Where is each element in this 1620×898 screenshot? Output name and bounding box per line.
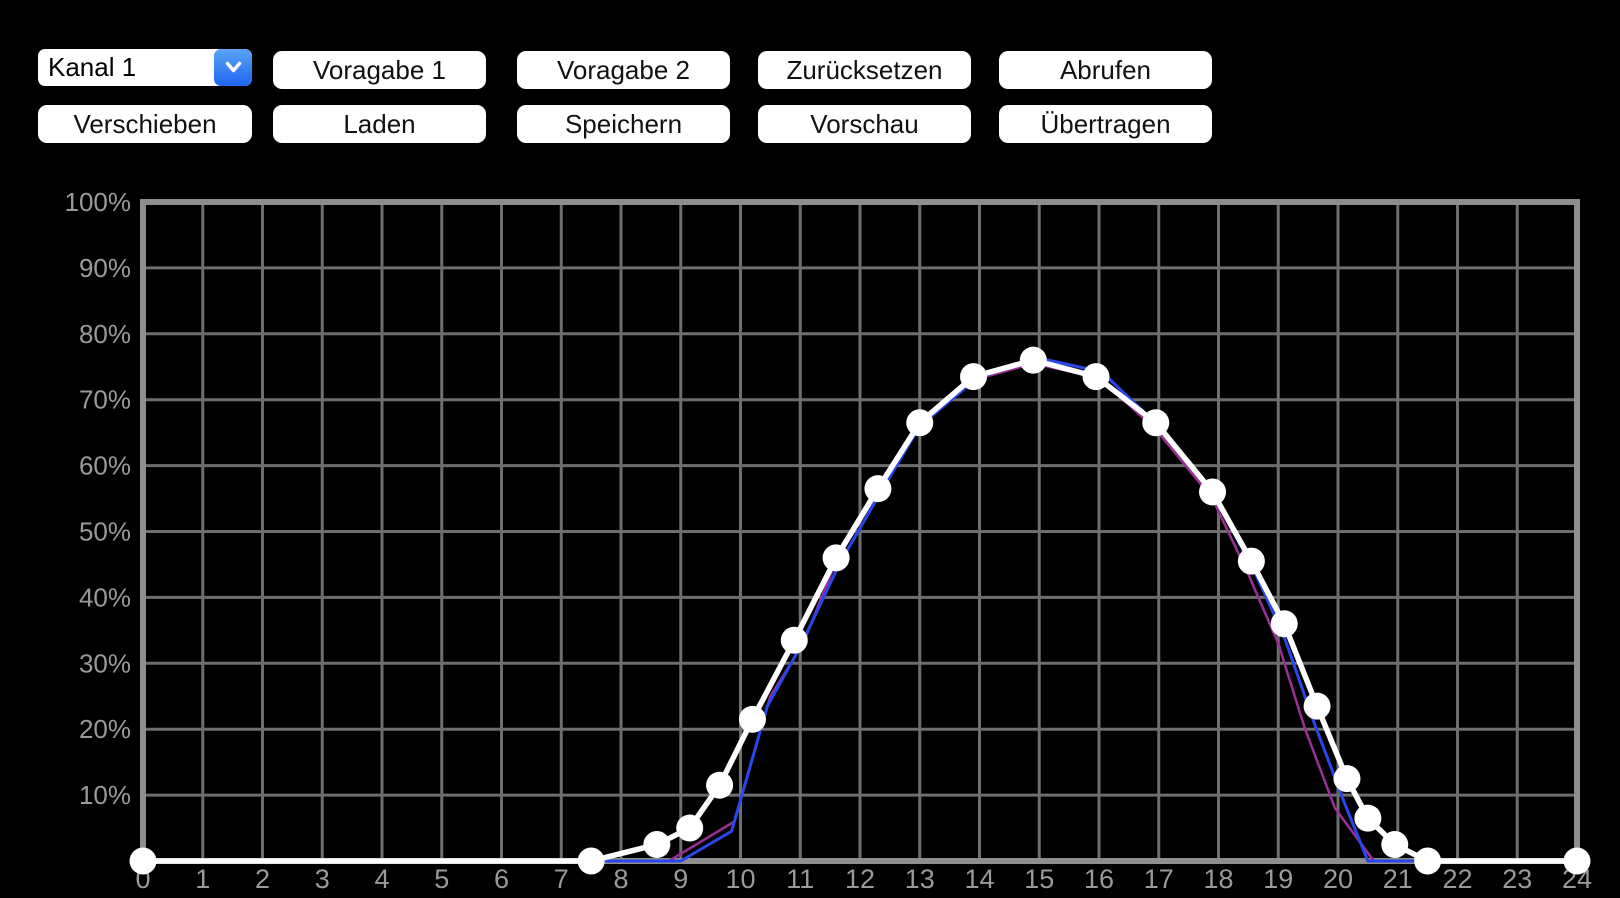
curve-point-handle[interactable]	[738, 705, 766, 733]
curve-point-handle[interactable]	[129, 847, 157, 875]
curve-point-handle[interactable]	[706, 771, 734, 799]
curve-point-handle[interactable]	[1563, 847, 1591, 875]
x-tick-label: 19	[1263, 864, 1293, 894]
curve-point-handle[interactable]	[780, 626, 808, 654]
curve-point-handle[interactable]	[1414, 847, 1442, 875]
y-tick-label: 70%	[79, 385, 131, 415]
toolbar: Kanal 1 Voragabe 1 Voragabe 2 Zurücksetz…	[0, 0, 1620, 170]
channel-select-value: Kanal 1	[48, 52, 137, 82]
curve-preset-blue	[141, 356, 1424, 863]
verschieben-button[interactable]: Verschieben	[38, 105, 252, 143]
vorschau-button[interactable]: Vorschau	[758, 105, 971, 143]
x-tick-label: 9	[673, 864, 688, 894]
plot-border	[140, 199, 1580, 864]
curve-point-handle[interactable]	[1303, 692, 1331, 720]
x-tick-label: 12	[845, 864, 875, 894]
y-tick-label: 50%	[79, 517, 131, 547]
y-tick-label: 60%	[79, 451, 131, 481]
x-tick-label: 21	[1383, 864, 1413, 894]
curve-point-handle[interactable]	[1333, 765, 1361, 793]
curve-point-handle[interactable]	[1381, 831, 1409, 859]
voragabe-2-button[interactable]: Voragabe 2	[517, 51, 730, 89]
curve-point-handle[interactable]	[1199, 478, 1227, 506]
curve-point-handle[interactable]	[864, 475, 892, 503]
x-tick-label: 14	[964, 864, 994, 894]
x-tick-label: 16	[1084, 864, 1114, 894]
y-tick-label: 80%	[79, 319, 131, 349]
chevron-down-icon	[214, 49, 252, 86]
curve-point-handle[interactable]	[1019, 346, 1047, 374]
x-tick-label: 5	[434, 864, 449, 894]
curve-point-handle[interactable]	[822, 544, 850, 572]
curve-point-handle[interactable]	[1354, 804, 1382, 832]
x-tick-label: 17	[1144, 864, 1174, 894]
x-tick-label: 20	[1323, 864, 1353, 894]
x-tick-label: 18	[1203, 864, 1233, 894]
curve-point-handle[interactable]	[643, 831, 671, 859]
x-tick-label: 4	[374, 864, 389, 894]
channel-select[interactable]: Kanal 1	[38, 49, 252, 86]
x-tick-label: 11	[786, 864, 814, 894]
abrufen-button[interactable]: Abrufen	[999, 51, 1212, 89]
curve-point-handle[interactable]	[1270, 610, 1298, 638]
curve-point-handle[interactable]	[960, 363, 988, 391]
x-tick-label: 7	[554, 864, 569, 894]
x-tick-label: 15	[1024, 864, 1054, 894]
x-tick-label: 8	[613, 864, 628, 894]
curve-point-handle[interactable]	[1082, 363, 1110, 391]
y-tick-label: 100%	[65, 187, 132, 217]
y-tick-label: 10%	[79, 780, 131, 810]
x-tick-label: 10	[725, 864, 755, 894]
laden-button[interactable]: Laden	[273, 105, 486, 143]
curve-point-handle[interactable]	[577, 847, 605, 875]
uebertragen-button[interactable]: Übertragen	[999, 105, 1212, 143]
zuruecksetzen-button[interactable]: Zurücksetzen	[758, 51, 971, 89]
y-tick-label: 40%	[79, 582, 131, 612]
curve-preset-magenta	[141, 362, 1420, 863]
voragabe-1-button[interactable]: Voragabe 1	[273, 51, 486, 89]
curve-point-handle[interactable]	[1142, 409, 1170, 437]
x-tick-label: 2	[255, 864, 270, 894]
curve-point-handle[interactable]	[676, 814, 704, 842]
x-tick-label: 6	[494, 864, 509, 894]
x-tick-label: 13	[905, 864, 935, 894]
curve-point-handle[interactable]	[1237, 547, 1265, 575]
x-tick-label: 3	[315, 864, 330, 894]
y-tick-label: 30%	[79, 648, 131, 678]
y-tick-label: 90%	[79, 253, 131, 283]
y-tick-label: 20%	[79, 714, 131, 744]
x-tick-label: 22	[1442, 864, 1472, 894]
x-tick-label: 23	[1502, 864, 1532, 894]
curve-point-handle[interactable]	[906, 409, 934, 437]
x-tick-label: 1	[195, 864, 210, 894]
speichern-button[interactable]: Speichern	[517, 105, 730, 143]
